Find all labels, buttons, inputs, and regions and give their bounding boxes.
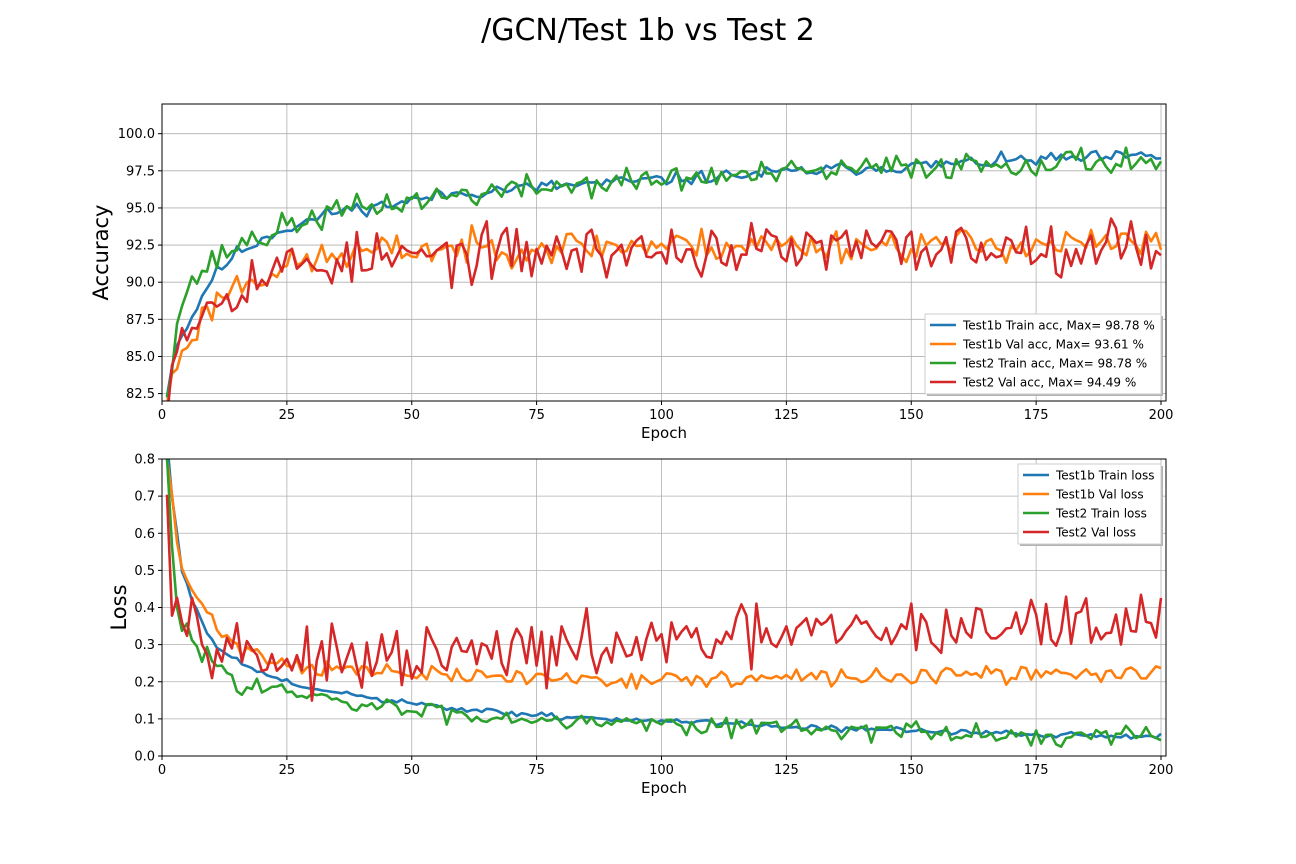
x-tick-label: 50 — [403, 763, 420, 778]
legend-label: Test1b Val acc, Max= 93.61 % — [962, 337, 1144, 351]
x-tick-label: 100 — [649, 763, 674, 778]
legend: Test1b Train loss Test1b Val loss Test2 Tr… — [1017, 463, 1163, 546]
legend-box — [1017, 463, 1162, 545]
y-tick-label: 85.0 — [126, 350, 155, 365]
x-tick-label: 50 — [403, 408, 420, 423]
x-tick-label: 200 — [1149, 763, 1174, 778]
y-tick-label: 0.4 — [134, 601, 155, 616]
y-axis-label: Loss — [107, 584, 131, 630]
legend-box — [924, 313, 1162, 395]
x-tick-label: 200 — [1149, 408, 1174, 423]
x-axis-label: Epoch — [641, 424, 687, 442]
series-line-1 — [165, 459, 1162, 690]
accuracy-axes: 0 25 50 75 100 125 150 175 200 82.5 85.0 87.5 90.0 92… — [89, 103, 1174, 442]
x-tick-label: 125 — [774, 408, 799, 423]
y-tick-label: 0.3 — [134, 638, 155, 653]
axes-frame — [161, 103, 1167, 402]
y-tick-label: 97.5 — [126, 164, 155, 179]
legend-label: Test1b Train loss — [1055, 468, 1154, 482]
x-tick-label: 150 — [899, 408, 924, 423]
x-axis-label: Epoch — [641, 779, 687, 797]
legend: Test1b Train acc, Max= 98.78 % Test1b Val… — [924, 313, 1163, 396]
series-line-3 — [167, 217, 1162, 401]
loss-axes: 0 25 50 75 100 125 150 175 200 0.0 0.1 0.2 0.3 0.4 0.5… — [107, 453, 1174, 798]
x-tick-label: 0 — [158, 763, 166, 778]
x-tick-label: 175 — [1024, 408, 1049, 423]
x-tick-label: 100 — [649, 408, 674, 423]
legend-label: Test2 Val acc, Max= 94.49 % — [962, 375, 1136, 389]
x-tick-label: 125 — [774, 763, 799, 778]
legend-label: Test1b Val loss — [1055, 487, 1144, 501]
x-tick-label: 25 — [279, 763, 296, 778]
x-tick-label: 175 — [1024, 763, 1049, 778]
series-group — [165, 146, 1163, 401]
y-axis-label: Accuracy — [89, 205, 113, 301]
y-tick-label: 90.0 — [126, 276, 155, 291]
y-tick-label: 0.1 — [134, 712, 155, 727]
series-line-3 — [165, 494, 1163, 702]
y-tick-label: 0.5 — [134, 564, 155, 579]
y-tick-label: 0.8 — [134, 453, 155, 468]
series-line-1 — [166, 224, 1163, 401]
y-tick-label: 92.5 — [126, 239, 155, 254]
x-tick-label: 25 — [279, 408, 296, 423]
series-group — [165, 459, 1163, 748]
x-tick-label: 75 — [528, 763, 545, 778]
series-line-2 — [165, 146, 1163, 398]
y-tick-label: 100.0 — [118, 127, 155, 142]
y-tick-label: 0.0 — [134, 750, 155, 765]
x-tick-label: 75 — [528, 408, 545, 423]
y-tick-label: 82.5 — [126, 387, 155, 402]
y-tick-label: 0.6 — [134, 527, 155, 542]
legend-label: Test2 Train loss — [1055, 506, 1147, 520]
legend-label: Test2 Train acc, Max= 98.78 % — [962, 356, 1147, 370]
y-tick-label: 87.5 — [126, 313, 155, 328]
y-tick-label: 0.7 — [134, 490, 155, 505]
legend-label: Test2 Val loss — [1055, 525, 1136, 539]
series-line-2 — [165, 459, 1162, 748]
series-line-0 — [165, 149, 1162, 397]
x-tick-label: 0 — [158, 408, 166, 423]
x-tick-label: 150 — [899, 763, 924, 778]
y-tick-label: 0.2 — [134, 675, 155, 690]
figure-title: /GCN/Test 1b vs Test 2 — [481, 13, 815, 48]
legend-label: Test1b Train acc, Max= 98.78 % — [962, 318, 1155, 332]
y-tick-label: 95.0 — [126, 201, 155, 216]
